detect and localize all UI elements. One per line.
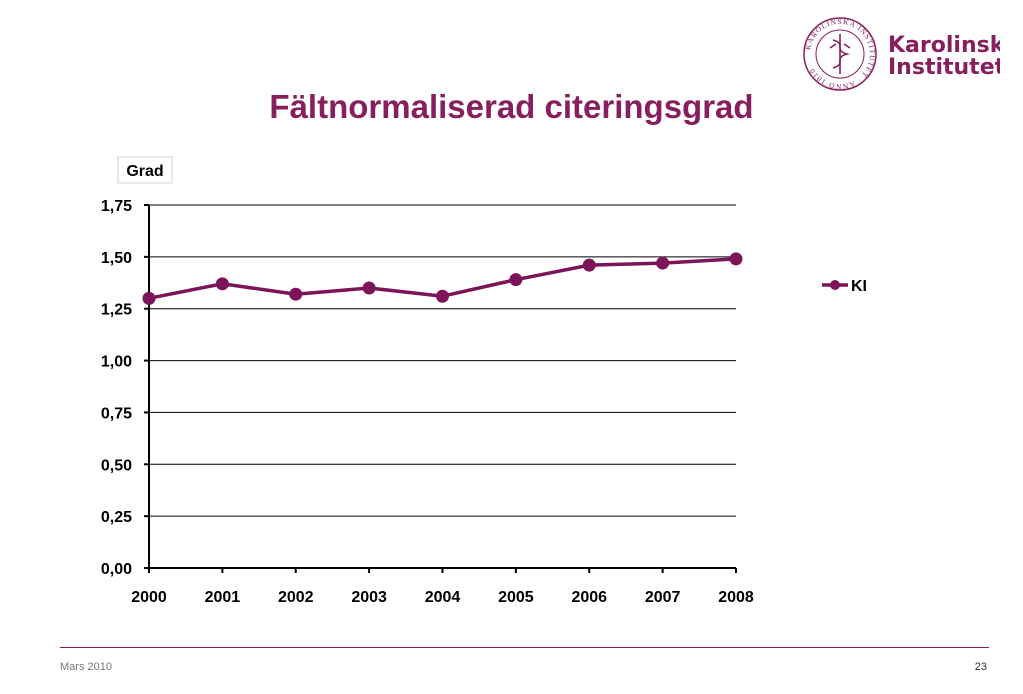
logo-line2: Institutet	[888, 55, 1000, 80]
y-tick-label: 0,50	[101, 457, 132, 474]
y-tick-label: 1,50	[101, 250, 132, 267]
x-tick-label: 2001	[205, 589, 241, 606]
series-layer	[142, 252, 743, 305]
ylabel-box	[117, 156, 173, 184]
data-point	[289, 287, 303, 301]
legend-marker	[830, 280, 840, 290]
x-ticks: 2000 2001 2002 2003 2004 2005 2006 2007 2008	[131, 568, 754, 606]
data-point	[729, 252, 743, 266]
y-tick-label: 0,75	[101, 405, 132, 422]
footer-date: Mars 2010	[60, 661, 112, 673]
legend-label-ki: KI	[851, 278, 867, 295]
y-axis-label: Grad	[126, 163, 163, 180]
x-tick-label: 2000	[131, 589, 167, 606]
data-point	[509, 273, 523, 287]
x-tick-label: 2002	[278, 589, 314, 606]
data-point	[582, 258, 596, 272]
gridlines	[149, 204, 736, 517]
legend: KI	[822, 278, 867, 295]
seal-outer-ring	[803, 17, 877, 91]
page-number: 23	[974, 661, 987, 673]
footer-divider	[60, 647, 989, 648]
caduceus-icon	[829, 34, 851, 74]
data-point	[436, 289, 449, 303]
data-point	[142, 291, 156, 305]
y-tick-label: 1,00	[101, 354, 132, 371]
line-chart: Grad 0,00 0,25 0,50 0,75 1,00 1,25 1,50 1,75 20…	[101, 156, 867, 606]
logo-line1: Karolinska	[888, 33, 1000, 58]
karolinska-logo: KAROLINSKA INSTITUTET · ANNO 1810 Karoli…	[803, 17, 1000, 91]
x-tick-label: 2004	[425, 589, 461, 606]
data-point	[362, 281, 376, 295]
seal-inner-ring	[815, 29, 865, 79]
x-tick-label: 2005	[498, 589, 534, 606]
x-tick-label: 2007	[645, 589, 681, 606]
y-tick-label: 0,00	[101, 561, 132, 578]
y-tick-label: 1,75	[101, 198, 132, 215]
y-ticks: 0,00 0,25 0,50 0,75 1,00 1,25 1,50 1,75	[101, 198, 149, 578]
x-tick-label: 2008	[718, 589, 754, 606]
x-tick-label: 2006	[571, 589, 607, 606]
y-tick-label: 0,25	[101, 509, 132, 526]
y-tick-label: 1,25	[101, 302, 132, 319]
x-tick-label: 2003	[351, 589, 387, 606]
slide-title: Fältnormaliserad citeringsgrad	[269, 88, 754, 125]
data-point	[656, 256, 670, 270]
data-point	[215, 277, 229, 291]
